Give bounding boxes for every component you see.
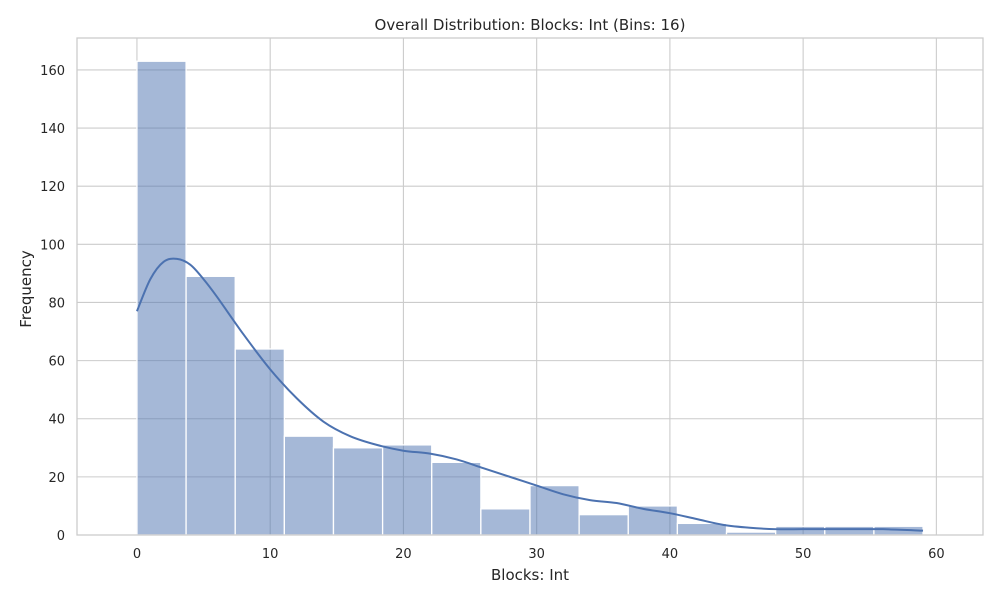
histogram-bar-4 — [332, 447, 384, 536]
histogram-bars — [136, 60, 924, 536]
x-axis-label: Blocks: Int — [491, 566, 569, 584]
histogram-bar-8 — [529, 484, 580, 536]
kde-curve — [136, 257, 924, 532]
y-tick-label-5: 100 — [40, 238, 65, 253]
x-tick-label-5: 50 — [795, 547, 812, 562]
y-tick-label-1: 20 — [48, 471, 65, 486]
plot-frame — [76, 37, 984, 536]
y-tick-label-4: 80 — [48, 296, 65, 311]
histogram-bar-13 — [775, 525, 826, 536]
histogram-bar-9 — [578, 514, 629, 536]
histogram-bar-14 — [824, 525, 875, 536]
y-tick-labels: 0 20 40 60 80 100 120 140 160 — [40, 64, 65, 544]
x-tick-label-4: 40 — [662, 547, 679, 562]
y-tick-label-0: 0 — [57, 529, 65, 544]
histogram-bar-0 — [136, 60, 187, 536]
histogram-bar-5 — [381, 444, 433, 536]
histogram-bar-3 — [283, 435, 335, 536]
y-axis-label: Frequency — [17, 250, 35, 328]
histogram-bar-7 — [480, 508, 531, 536]
histogram-bar-11 — [676, 522, 728, 536]
x-tick-label-0: 0 — [133, 547, 141, 562]
y-tick-label-7: 140 — [40, 122, 65, 137]
x-tick-label-6: 60 — [928, 547, 945, 562]
chart-title: Overall Distribution: Blocks: Int (Bins:… — [375, 16, 686, 34]
y-tick-label-8: 160 — [40, 64, 65, 79]
x-tick-label-2: 20 — [395, 547, 412, 562]
y-tick-label-6: 120 — [40, 180, 65, 195]
x-tick-label-1: 10 — [262, 547, 279, 562]
histogram-bar-1 — [185, 275, 236, 536]
x-tick-label-3: 30 — [528, 547, 545, 562]
y-tick-label-2: 40 — [48, 413, 65, 428]
y-tick-label-3: 60 — [48, 355, 65, 370]
x-tick-labels: 0 10 20 30 40 50 60 — [133, 547, 945, 562]
histogram-bar-6 — [431, 461, 482, 536]
